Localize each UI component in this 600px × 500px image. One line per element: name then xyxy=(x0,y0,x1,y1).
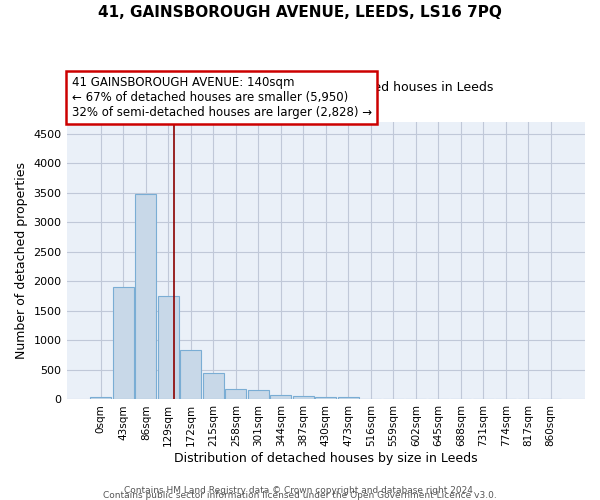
Bar xyxy=(315,396,337,400)
Text: Contains public sector information licensed under the Open Government Licence v3: Contains public sector information licen… xyxy=(103,491,497,500)
Bar xyxy=(90,396,112,400)
Bar xyxy=(158,296,179,400)
Y-axis label: Number of detached properties: Number of detached properties xyxy=(15,162,28,359)
Bar xyxy=(203,373,224,400)
Bar xyxy=(293,396,314,400)
Bar xyxy=(135,194,157,400)
Bar xyxy=(270,394,292,400)
Text: Contains HM Land Registry data © Crown copyright and database right 2024.: Contains HM Land Registry data © Crown c… xyxy=(124,486,476,495)
Bar xyxy=(113,287,134,400)
Title: Size of property relative to detached houses in Leeds: Size of property relative to detached ho… xyxy=(158,82,493,94)
Bar xyxy=(248,390,269,400)
Bar xyxy=(338,396,359,400)
X-axis label: Distribution of detached houses by size in Leeds: Distribution of detached houses by size … xyxy=(174,452,478,465)
Bar xyxy=(225,390,247,400)
Text: 41, GAINSBOROUGH AVENUE, LEEDS, LS16 7PQ: 41, GAINSBOROUGH AVENUE, LEEDS, LS16 7PQ xyxy=(98,5,502,20)
Text: 41 GAINSBOROUGH AVENUE: 140sqm
← 67% of detached houses are smaller (5,950)
32% : 41 GAINSBOROUGH AVENUE: 140sqm ← 67% of … xyxy=(72,76,372,119)
Bar xyxy=(180,350,202,400)
